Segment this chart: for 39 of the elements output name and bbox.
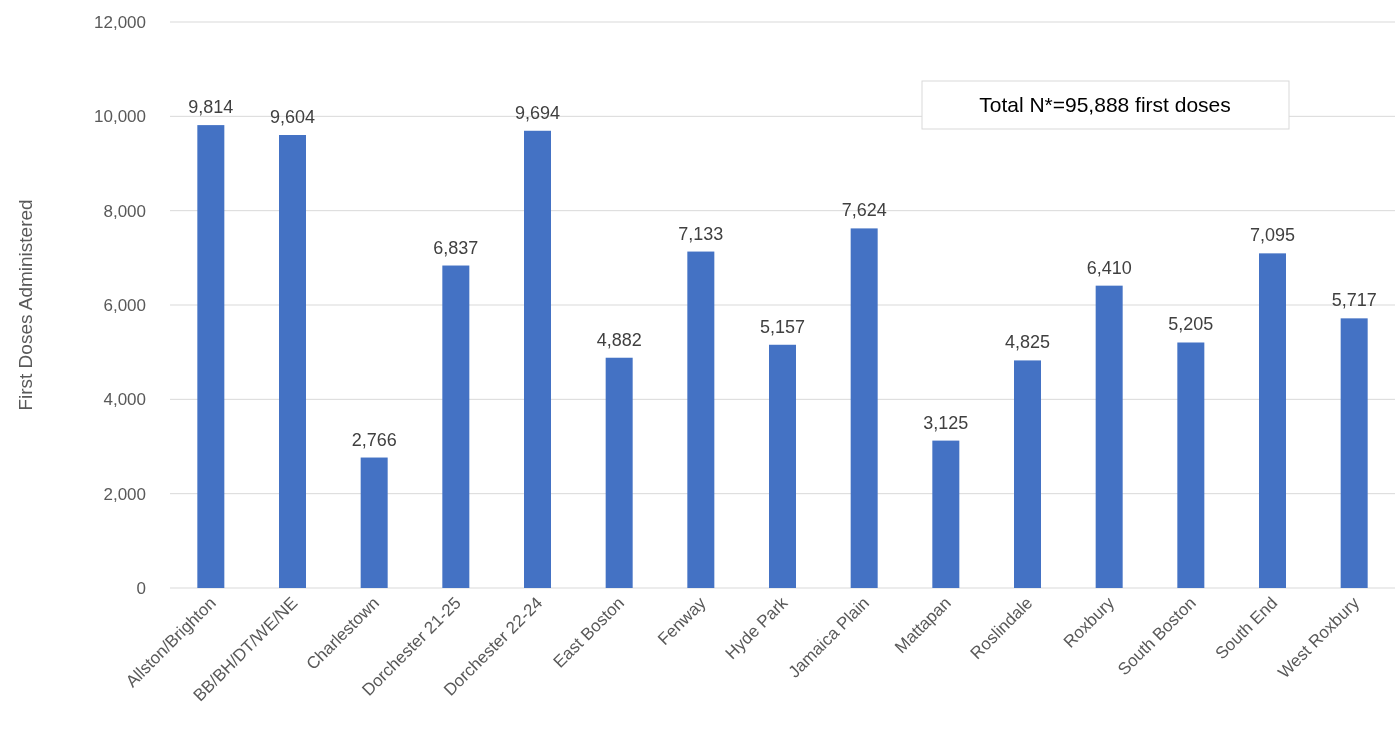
y-tick-label: 6,000 [103,295,146,315]
data-label: 3,125 [923,412,969,433]
data-label: 9,814 [188,97,234,118]
bar [605,357,633,588]
data-label: 6,837 [433,237,479,258]
data-label: 5,717 [1331,290,1377,311]
y-axis-title: First Doses Administered [15,199,36,411]
bar [197,125,225,588]
data-label: 5,157 [759,316,806,337]
bar [1340,318,1368,588]
data-label: 7,624 [841,200,887,221]
bar [932,440,960,588]
y-tick-label: 12,000 [94,12,146,32]
y-tick-label: 8,000 [103,201,146,221]
data-label: 4,882 [596,329,642,350]
bar [279,135,306,588]
y-tick-label: 10,000 [94,107,146,127]
bar [1259,253,1286,588]
data-label: 2,766 [351,429,397,450]
data-label: 6,410 [1086,257,1132,278]
annotation: Total N*=95,888 first doses [979,93,1231,117]
bar [1177,342,1205,588]
bar [1014,360,1041,588]
data-label: 7,133 [678,223,724,244]
bar [687,251,715,588]
data-label: 4,825 [1004,332,1051,353]
bar [442,265,470,588]
bar [524,130,551,588]
bar [1095,285,1123,588]
y-tick-label: 4,000 [103,390,146,410]
data-label: 9,694 [514,102,561,123]
data-label: 7,095 [1249,225,1296,246]
data-label: 9,604 [269,107,316,128]
bar [850,228,878,588]
y-tick-label: 2,000 [103,484,146,504]
bar [360,457,388,588]
bar [769,344,796,588]
y-tick-label: 0 [136,578,146,598]
data-label: 5,205 [1168,314,1214,335]
